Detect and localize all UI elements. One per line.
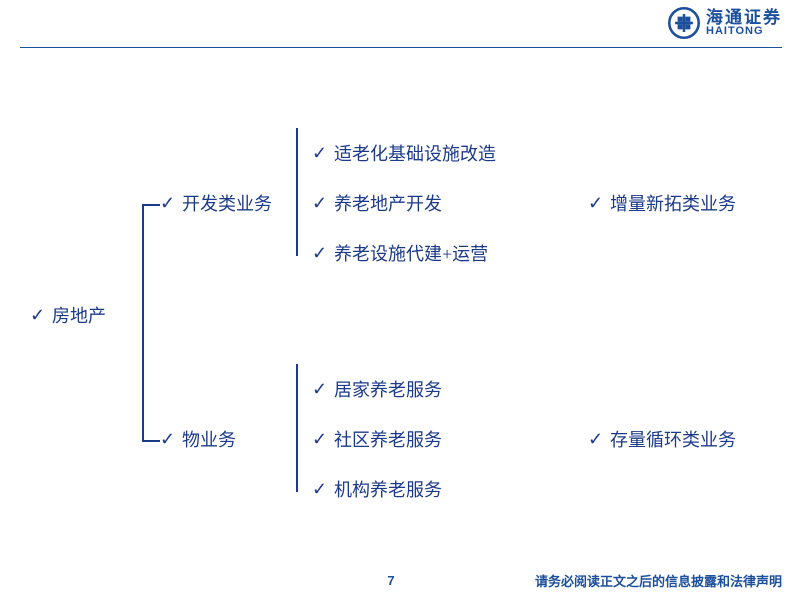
node-right-2: ✓ 存量循环类业务 [588, 426, 736, 452]
check-icon: ✓ [312, 243, 330, 264]
logo-company-cn: 海通证券 [706, 9, 782, 26]
check-icon: ✓ [160, 193, 178, 214]
connector-l2top-vertical [296, 128, 298, 256]
haitong-logo-icon [668, 7, 700, 39]
connector-root-bot-h [142, 440, 160, 442]
check-icon: ✓ [588, 429, 606, 450]
logo-company-en: HAITONG [706, 26, 782, 37]
check-icon: ✓ [30, 305, 48, 326]
node-label: 养老地产开发 [334, 190, 442, 216]
connector-root-top-h [142, 204, 160, 206]
slide-footer: 7 请务必阅读正文之后的信息披露和法律声明 [0, 571, 782, 590]
node-l3-top-1: ✓ 适老化基础设施改造 [312, 140, 496, 166]
node-label: 存量循环类业务 [610, 426, 736, 452]
node-l3-bot-1: ✓ 居家养老服务 [312, 376, 442, 402]
node-root: ✓ 房地产 [30, 302, 106, 328]
header-divider [20, 47, 782, 48]
node-l2-development: ✓ 开发类业务 [160, 190, 272, 216]
node-l3-top-2: ✓ 养老地产开发 [312, 190, 442, 216]
connector-l2bot-vertical [296, 364, 298, 492]
node-l3-top-3: ✓ 养老设施代建+运营 [312, 240, 488, 266]
header-logo-block: 海通证券 HAITONG [668, 0, 782, 45]
logo-text-block: 海通证券 HAITONG [706, 9, 782, 37]
check-icon: ✓ [160, 429, 178, 450]
page-number: 7 [387, 573, 394, 588]
check-icon: ✓ [312, 429, 330, 450]
node-label: 开发类业务 [182, 190, 272, 216]
connector-root-vertical [142, 204, 144, 440]
node-label: 养老设施代建+运营 [334, 240, 488, 266]
node-l3-bot-3: ✓ 机构养老服务 [312, 476, 442, 502]
node-label: 适老化基础设施改造 [334, 140, 496, 166]
tree-diagram: ✓ 房地产 ✓ 开发类业务 ✓ 物业务 ✓ 适老化基础设施改造 ✓ 养老地产开发… [0, 70, 802, 540]
node-label: 物业务 [182, 426, 236, 452]
check-icon: ✓ [312, 193, 330, 214]
check-icon: ✓ [588, 193, 606, 214]
node-l3-bot-2: ✓ 社区养老服务 [312, 426, 442, 452]
node-label: 社区养老服务 [334, 426, 442, 452]
node-label: 居家养老服务 [334, 376, 442, 402]
node-label: 增量新拓类业务 [610, 190, 736, 216]
node-label: 机构养老服务 [334, 476, 442, 502]
node-l2-property: ✓ 物业务 [160, 426, 236, 452]
footer-disclaimer: 请务必阅读正文之后的信息披露和法律声明 [535, 571, 782, 590]
check-icon: ✓ [312, 143, 330, 164]
check-icon: ✓ [312, 479, 330, 500]
node-right-1: ✓ 增量新拓类业务 [588, 190, 736, 216]
node-label: 房地产 [52, 302, 106, 328]
check-icon: ✓ [312, 379, 330, 400]
